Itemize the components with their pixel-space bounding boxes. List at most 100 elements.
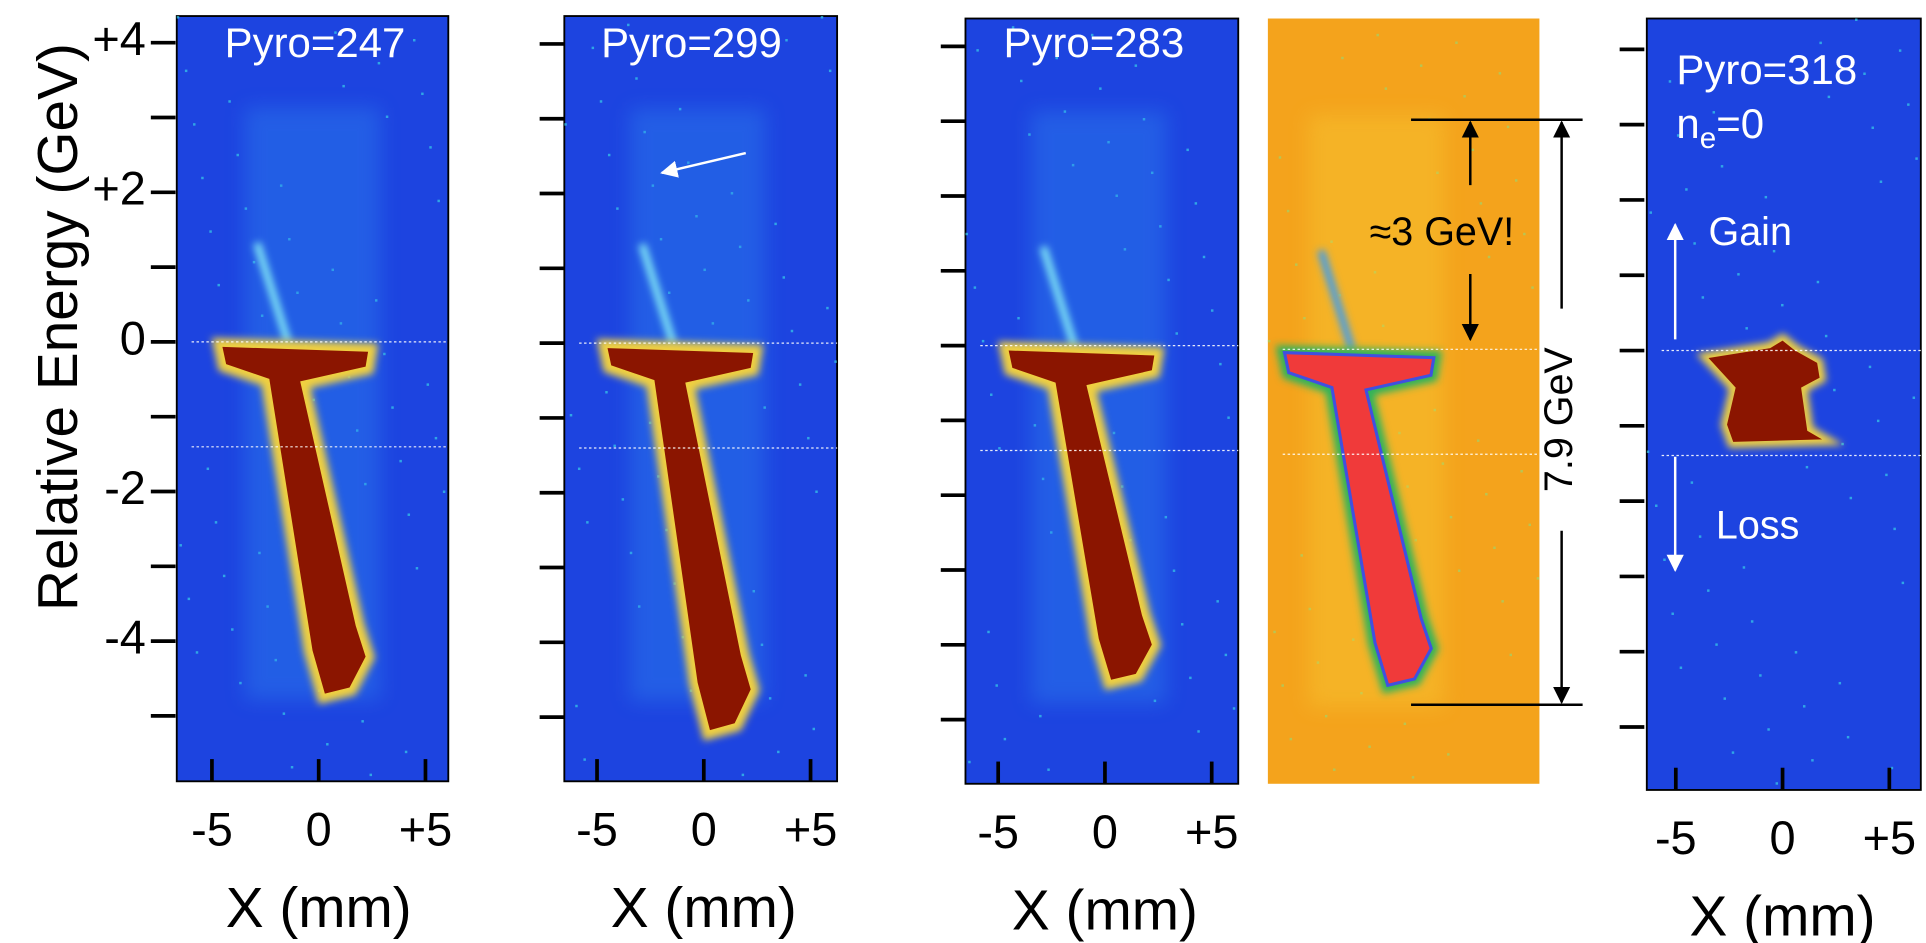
- noise: [812, 727, 816, 731]
- noise: [1487, 255, 1491, 259]
- noise: [1876, 419, 1880, 423]
- noise: [973, 286, 977, 289]
- annotation: Gain: [1709, 210, 1792, 254]
- noise: [1729, 219, 1732, 222]
- x-tick-label: 0: [1770, 812, 1796, 864]
- noise: [1811, 759, 1814, 762]
- noise: [1099, 87, 1102, 90]
- x-tick-label: -5: [576, 803, 618, 855]
- noise: [1685, 188, 1688, 191]
- x-tick-label: +5: [1863, 812, 1916, 864]
- noise: [1189, 676, 1192, 680]
- noise: [1403, 722, 1407, 726]
- image-panel: -5 0 +5 X (mm): [539, 15, 839, 940]
- beam: [222, 346, 369, 694]
- noise: [1712, 111, 1716, 114]
- noise: [1501, 600, 1504, 603]
- noise: [586, 521, 589, 524]
- noise: [981, 339, 985, 343]
- noise: [1855, 18, 1858, 21]
- noise: [1742, 566, 1746, 569]
- noise: [1901, 581, 1905, 585]
- noise: [1885, 473, 1888, 477]
- noise: [1455, 41, 1458, 44]
- noise: [1893, 527, 1896, 531]
- y-tick-label: -4: [104, 611, 146, 663]
- noise: [1767, 728, 1770, 731]
- noise: [1523, 232, 1526, 236]
- noise: [442, 490, 446, 493]
- noise: [1419, 64, 1423, 67]
- panel-label: Pyro=299: [601, 19, 782, 66]
- noise: [209, 230, 212, 233]
- noise: [782, 276, 786, 279]
- x-tick-label: 0: [691, 803, 717, 855]
- noise: [1289, 737, 1293, 741]
- noise: [790, 329, 794, 333]
- streak: [638, 243, 677, 345]
- noise: [995, 684, 998, 687]
- noise: [1411, 776, 1415, 779]
- noise: [1210, 309, 1214, 312]
- noise: [434, 436, 438, 440]
- noise: [834, 360, 837, 363]
- noise: [1693, 242, 1696, 245]
- noise: [1805, 465, 1809, 469]
- noise: [1341, 56, 1344, 60]
- noise: [383, 352, 386, 356]
- streak: [1039, 245, 1078, 347]
- panel-label: Pyro=318: [1676, 46, 1857, 93]
- noise: [399, 459, 402, 463]
- noise: [342, 84, 345, 88]
- noise: [1194, 202, 1198, 205]
- noise: [815, 490, 818, 493]
- noise: [1663, 558, 1666, 561]
- noise: [1879, 180, 1883, 183]
- noise: [1745, 327, 1748, 330]
- beam: [1008, 350, 1155, 680]
- x-tick-label: 0: [306, 803, 332, 855]
- panel-label: Pyro=283: [1003, 19, 1184, 66]
- noise: [1479, 202, 1483, 205]
- noise: [613, 444, 616, 448]
- noise: [195, 651, 199, 654]
- noise: [1463, 95, 1466, 98]
- image-panel: -5 0 +5 X (mm): [940, 17, 1240, 942]
- noise: [990, 393, 993, 396]
- noise: [1863, 72, 1866, 75]
- noise: [798, 383, 802, 386]
- noise: [768, 697, 772, 700]
- noise: [1750, 620, 1754, 623]
- noise: [1737, 273, 1740, 276]
- y-axis-title: Relative Energy (GeV): [27, 43, 90, 611]
- noise: [1833, 388, 1836, 392]
- noise: [1232, 707, 1236, 710]
- streak: [253, 242, 292, 344]
- arrow: [660, 151, 747, 178]
- noise: [361, 720, 364, 723]
- beam: [1286, 354, 1433, 684]
- y-tick-label: +4: [92, 13, 145, 65]
- noise: [621, 498, 625, 501]
- noise: [1028, 133, 1031, 136]
- noise: [1528, 523, 1532, 527]
- noise: [1720, 165, 1724, 168]
- image-panel: -5 0 +5 X (mm): [1619, 17, 1922, 943]
- noise: [1824, 334, 1828, 338]
- noise: [976, 49, 979, 52]
- noise: [184, 69, 188, 73]
- noise: [1646, 450, 1650, 453]
- density-symbol: n: [1676, 100, 1699, 147]
- noise: [605, 391, 608, 394]
- noise: [987, 630, 990, 634]
- noise: [1457, 569, 1461, 572]
- y-tick-label: 0: [120, 312, 146, 364]
- noise: [1509, 653, 1513, 657]
- noise: [239, 681, 242, 685]
- noise: [1186, 148, 1189, 152]
- noise: [1890, 766, 1894, 770]
- noise: [785, 39, 788, 42]
- noise: [1273, 630, 1276, 634]
